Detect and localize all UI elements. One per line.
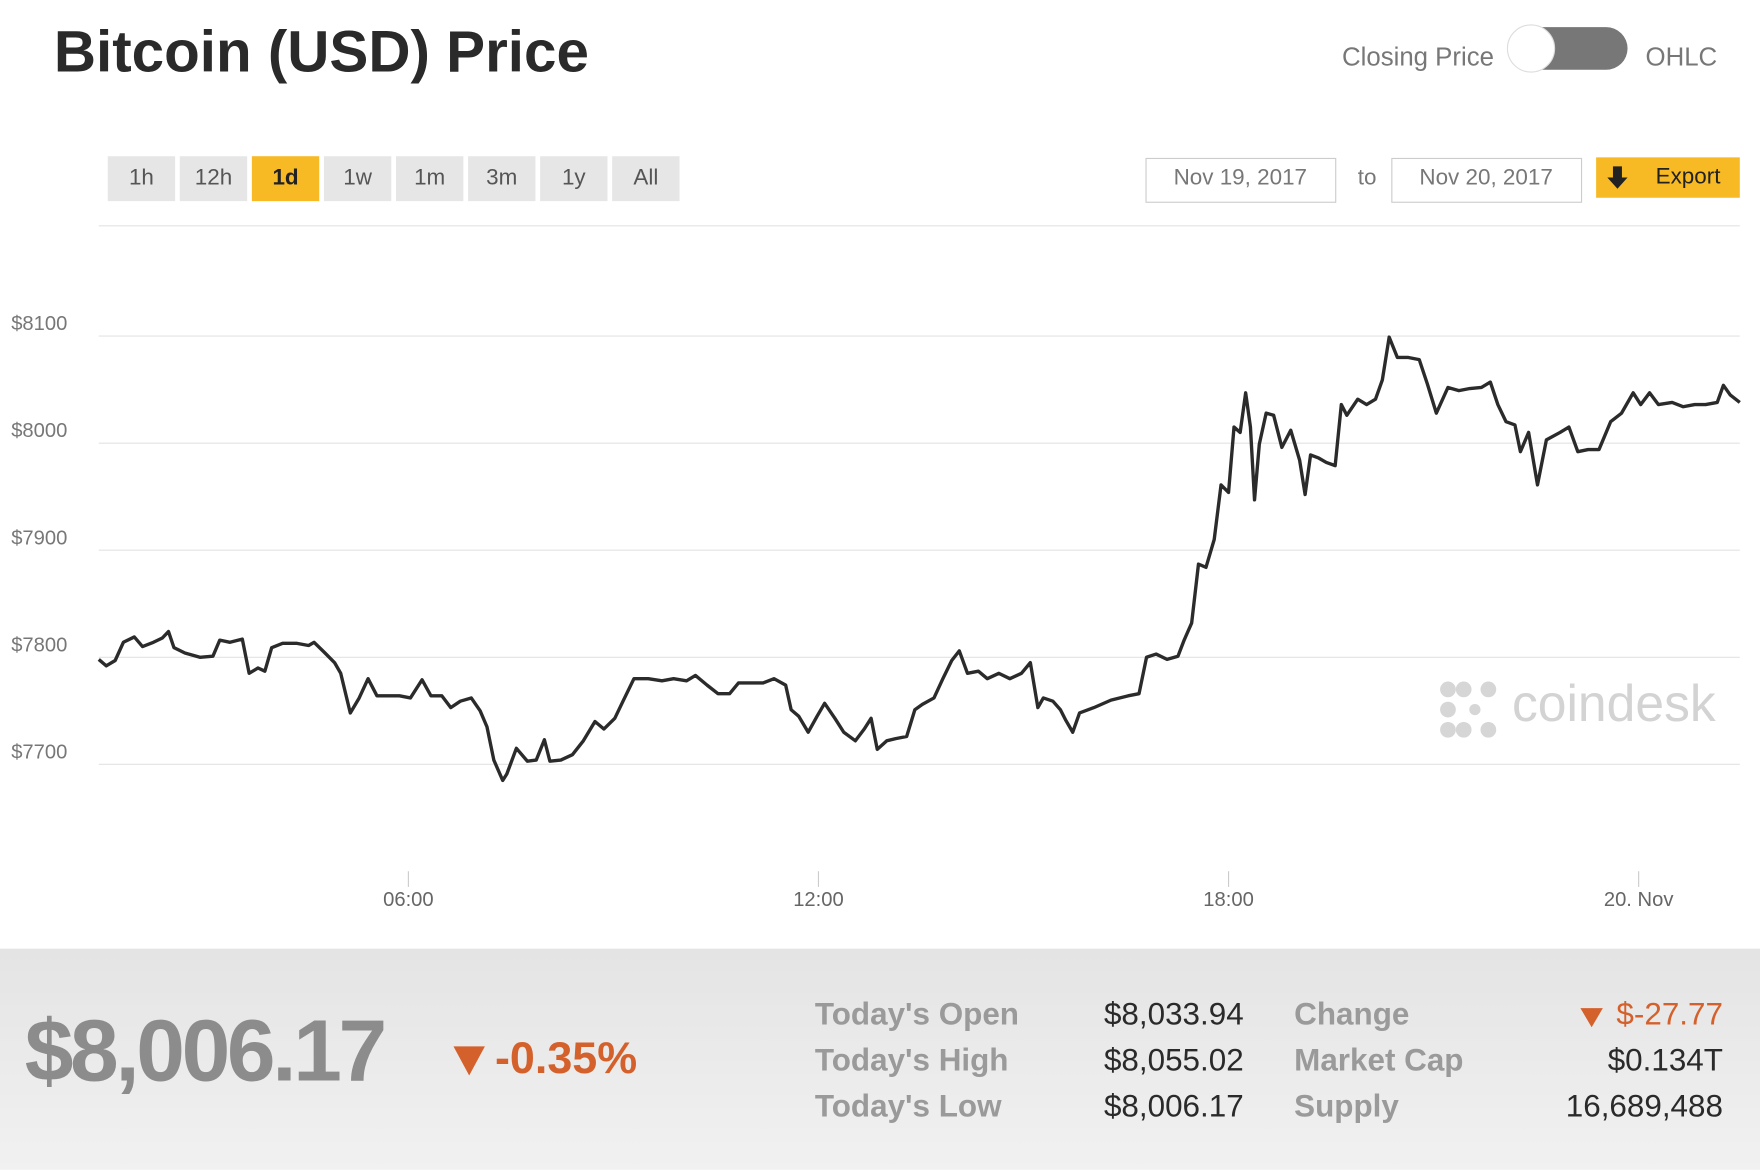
price-line <box>97 335 1741 783</box>
range-button[interactable] <box>251 156 320 202</box>
range-label: 1m <box>414 165 445 190</box>
stat-value: $8,006.17 <box>1104 1088 1244 1123</box>
range-label: 1h <box>129 165 154 190</box>
date-to-text: Nov 20, 2017 <box>1419 165 1552 190</box>
date-from[interactable] <box>1145 157 1337 203</box>
y-tick-label: $7700 <box>11 741 67 763</box>
range-button[interactable] <box>612 156 680 202</box>
down-arrow <box>1580 1008 1603 1028</box>
y-tick-label: $8000 <box>11 420 67 442</box>
range-label: 1w <box>343 165 372 190</box>
stat-value: 16,689,488 <box>1566 1088 1723 1123</box>
range-button[interactable] <box>107 156 176 202</box>
date-separator: to <box>1358 165 1377 190</box>
summary-panel <box>0 948 1760 1170</box>
stat-value: $8,055.02 <box>1104 1042 1244 1077</box>
date-from-text: Nov 19, 2017 <box>1174 165 1307 190</box>
stat-value: $-27.77 <box>1616 996 1723 1031</box>
export-label: Export <box>1656 163 1722 188</box>
stat-label: Supply <box>1294 1088 1399 1123</box>
toggle-label: OHLC <box>1646 43 1718 71</box>
current-price: $8,006.17 <box>25 1002 384 1100</box>
change-percent: -0.35% <box>495 1032 637 1083</box>
stat-label: Change <box>1294 996 1409 1031</box>
range-label: 3m <box>486 165 517 190</box>
stat-label: Today's Low <box>815 1088 1002 1123</box>
export-button[interactable] <box>1596 157 1740 198</box>
range-label: All <box>633 165 658 190</box>
y-tick-label: $8100 <box>11 313 67 335</box>
watermark: coindesk <box>1512 674 1716 732</box>
range-label: 1y <box>562 165 586 190</box>
range-button[interactable] <box>179 156 248 202</box>
range-button[interactable] <box>396 156 464 202</box>
range-label: 1d <box>272 165 298 190</box>
toggle-switch[interactable] <box>1506 24 1628 73</box>
x-tick-label: 06:00 <box>383 889 434 911</box>
toggle-label: Closing Price <box>1342 43 1494 71</box>
y-tick-label: $7800 <box>11 634 67 656</box>
date-to[interactable] <box>1391 157 1583 203</box>
down-arrow <box>453 1046 485 1076</box>
y-tick-label: $7900 <box>11 527 67 549</box>
stat-label: Today's Open <box>815 996 1019 1031</box>
watermark-logo <box>1440 681 1497 738</box>
stat-value: $8,033.94 <box>1104 996 1244 1031</box>
range-button[interactable] <box>540 156 608 202</box>
x-tick-label: 12:00 <box>793 889 844 911</box>
stat-label: Market Cap <box>1294 1042 1463 1077</box>
range-label: 12h <box>195 165 232 190</box>
page-title: Bitcoin (USD) Price <box>54 20 589 85</box>
range-button[interactable] <box>468 156 536 202</box>
x-tick-label: 18:00 <box>1203 889 1254 911</box>
stat-label: Today's High <box>815 1042 1009 1077</box>
range-button[interactable] <box>323 156 392 202</box>
stat-value: $0.134T <box>1608 1042 1723 1077</box>
x-tick-label: 20. Nov <box>1604 889 1674 911</box>
